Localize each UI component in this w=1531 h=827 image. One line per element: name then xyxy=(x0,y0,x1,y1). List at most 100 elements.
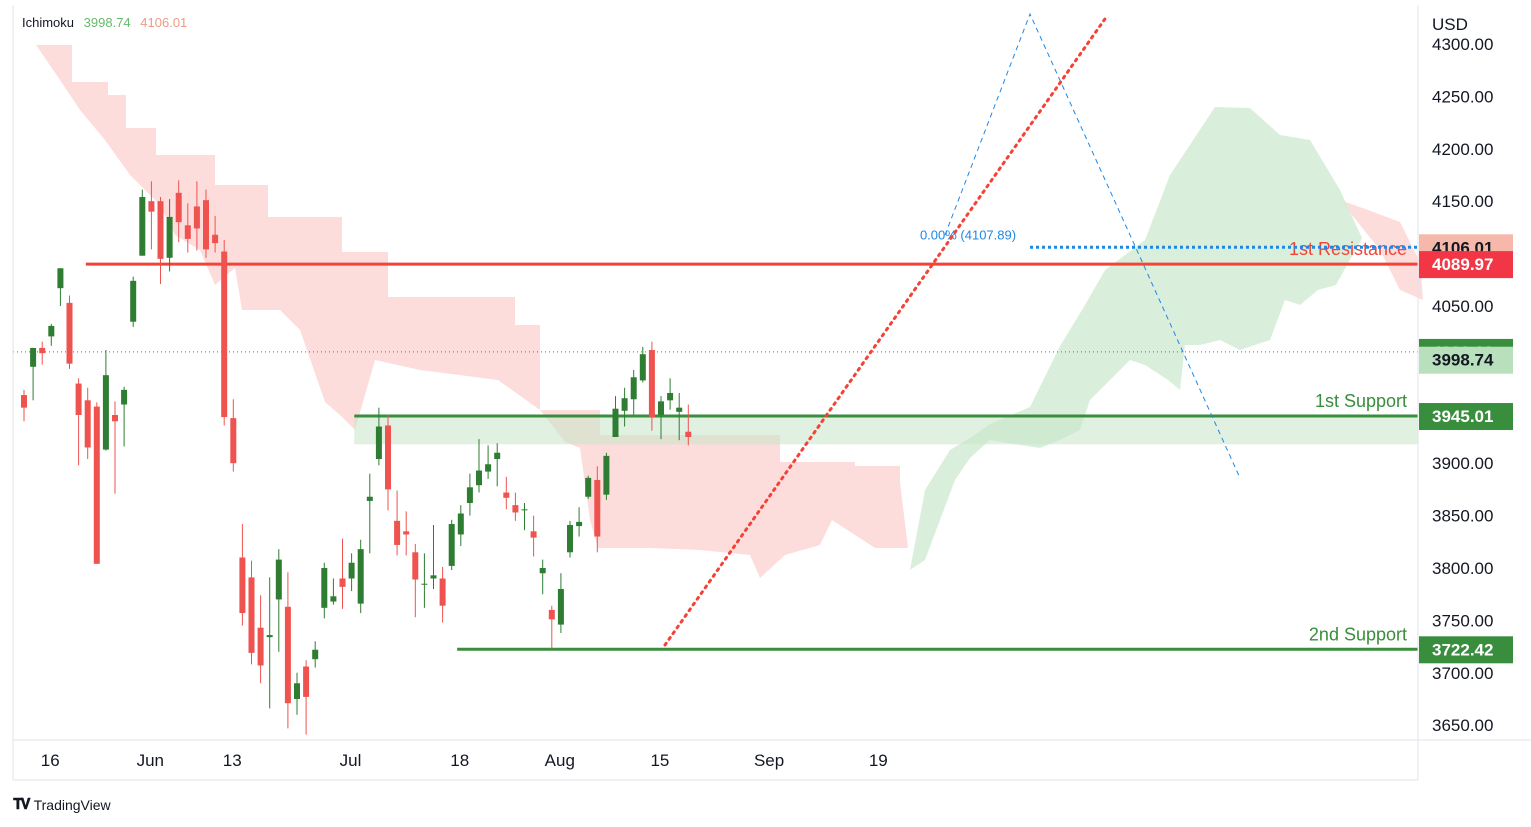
candle-body xyxy=(248,577,255,653)
candle-body xyxy=(230,418,237,464)
candle-body xyxy=(157,201,164,259)
candle-body xyxy=(148,201,155,212)
candle-body xyxy=(603,455,610,495)
price-label-box xyxy=(1419,346,1513,374)
candle-body xyxy=(512,505,519,513)
candle-body xyxy=(576,521,583,527)
candle-body xyxy=(585,477,592,497)
candle-body xyxy=(93,406,100,564)
support-zone-band xyxy=(354,416,1418,445)
candle-body xyxy=(330,596,337,602)
x-tick-label: 15 xyxy=(650,751,669,770)
fib-swing-line xyxy=(944,12,1241,479)
candle-body xyxy=(339,578,346,587)
candle-body xyxy=(412,552,419,580)
x-tick-label: Jul xyxy=(340,751,362,770)
candle-body xyxy=(84,400,91,448)
candle-body xyxy=(594,479,601,537)
candle-body xyxy=(275,559,282,600)
candle-body xyxy=(166,216,173,258)
candle-body xyxy=(485,464,492,472)
currency-label: USD xyxy=(1432,15,1468,34)
y-tick-label: 3750.00 xyxy=(1432,611,1493,630)
candle-body xyxy=(175,192,182,223)
candle-body xyxy=(139,197,146,256)
price-label-box xyxy=(1419,251,1513,279)
y-tick-label: 3700.00 xyxy=(1432,664,1493,683)
candle-body xyxy=(548,609,555,620)
rising-trendline xyxy=(663,14,1109,647)
candle-body xyxy=(503,492,510,498)
candle-body xyxy=(39,347,46,354)
candle-body xyxy=(539,568,546,574)
bullish-cloud xyxy=(910,107,1362,570)
candle-body xyxy=(312,649,319,660)
candle-body xyxy=(448,523,455,566)
price-label: 3945.01 xyxy=(1432,407,1493,426)
candle-body xyxy=(676,407,683,412)
y-tick-label: 3900.00 xyxy=(1432,454,1493,473)
y-tick-label: 3800.00 xyxy=(1432,559,1493,578)
candle-body xyxy=(366,496,373,501)
branding-text: TradingView xyxy=(33,796,111,813)
candle-body xyxy=(48,325,55,337)
candle-body xyxy=(394,520,401,545)
candle-body xyxy=(421,583,428,585)
candle-body xyxy=(439,578,446,606)
candle-body xyxy=(203,200,209,250)
candle-body xyxy=(21,395,27,408)
indicator-value-a: 3998.74 xyxy=(83,15,131,30)
y-tick-label: 3650.00 xyxy=(1432,716,1493,735)
candle-body xyxy=(239,557,246,614)
candle-body xyxy=(112,414,118,422)
price-label: 4089.97 xyxy=(1432,255,1493,274)
x-tick-label: 13 xyxy=(223,751,242,770)
candle-body xyxy=(102,375,109,450)
x-tick-label: Sep xyxy=(754,751,784,770)
candle-body xyxy=(193,206,200,229)
ichimoku-cloud xyxy=(36,45,1423,578)
candle-body xyxy=(257,627,264,666)
candle-body xyxy=(557,588,564,625)
level-label: 2nd Support xyxy=(1309,624,1407,644)
y-tick-label: 4150.00 xyxy=(1432,192,1493,211)
y-tick-label: 4200.00 xyxy=(1432,140,1493,159)
price-label: 3722.42 xyxy=(1432,640,1493,659)
indicator-legend[interactable]: Ichimoku 3998.74 4106.01 xyxy=(22,15,193,30)
candle-body xyxy=(494,452,501,460)
level-label: 1st Resistance xyxy=(1289,239,1407,259)
indicator-name: Ichimoku xyxy=(22,15,75,30)
x-tick-label: 19 xyxy=(869,751,888,770)
x-tick-label: Jun xyxy=(137,751,164,770)
fib-level-label: 0.00% (4107.89) xyxy=(920,227,1016,242)
axes: USD4300.004250.004200.004150.004100.0040… xyxy=(12,5,1531,781)
candle-body xyxy=(648,350,655,418)
y-tick-label: 3850.00 xyxy=(1432,507,1493,526)
level-label: 1st Support xyxy=(1315,391,1407,411)
key-levels: 1st Resistance 1st Support 2nd Support xyxy=(13,239,1418,651)
price-label: 3998.74 xyxy=(1432,351,1494,370)
candle-body xyxy=(221,251,228,418)
trendlines xyxy=(663,14,1109,647)
candlestick-series xyxy=(21,180,692,735)
candle-body xyxy=(348,562,355,579)
candle-body xyxy=(57,268,64,289)
tradingview-logo[interactable]: 𝐓𝐕 TradingView xyxy=(13,796,111,813)
candle-body xyxy=(567,525,573,553)
x-tick-label: 16 xyxy=(41,751,60,770)
indicator-value-b: 4106.01 xyxy=(140,15,188,30)
fibonacci-drawing: 0.00% (4107.89) xyxy=(920,12,1418,479)
candle-body xyxy=(621,398,628,411)
candle-body xyxy=(457,513,464,535)
support-zone xyxy=(354,416,1418,445)
candle-body xyxy=(357,549,364,604)
candle-body xyxy=(184,225,191,239)
candle-body xyxy=(75,383,82,415)
candle-body xyxy=(612,408,619,437)
candle-body xyxy=(130,280,137,322)
candle-body xyxy=(639,354,646,381)
candle-body xyxy=(403,531,410,535)
candle-body xyxy=(521,509,528,511)
candle-body xyxy=(476,470,482,486)
